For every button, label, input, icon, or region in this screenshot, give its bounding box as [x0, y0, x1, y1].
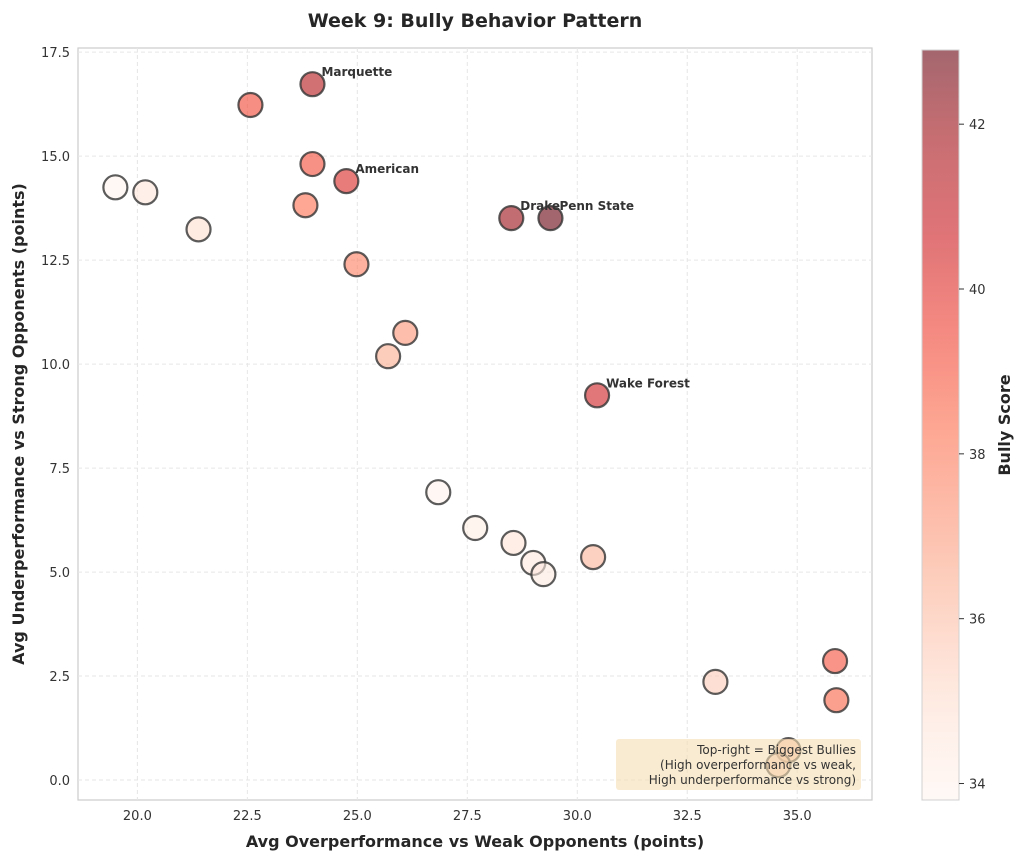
colorbar-tick-label: 38 — [969, 448, 986, 463]
data-point — [462, 514, 489, 542]
data-point — [333, 167, 360, 195]
point-labels: Marquette American Drake Penn State Wake For… — [321, 65, 690, 390]
y-tick-label: 7.5 — [49, 462, 70, 477]
x-tick-label: 20.0 — [123, 809, 152, 824]
y-tick-label: 10.0 — [41, 358, 70, 373]
data-point — [702, 668, 729, 695]
data-point — [185, 216, 212, 243]
data-point — [343, 251, 370, 278]
colorbar-tick-label: 42 — [969, 118, 986, 133]
plot-area: Marquette American Drake Penn State Wake For… — [77, 47, 873, 801]
colorbar-gradient — [921, 49, 960, 801]
x-tick-label: 27.5 — [453, 809, 482, 824]
data-point — [530, 561, 557, 588]
data-point — [583, 382, 611, 409]
data-point — [299, 71, 326, 98]
x-tick-label: 22.5 — [233, 809, 262, 824]
point-label: Wake Forest — [606, 376, 690, 390]
y-axis-label: Avg Underperformance vs Strong Opponents… — [9, 183, 28, 665]
data-point — [821, 647, 849, 675]
data-point — [537, 205, 564, 232]
annotation-line: Top-right = Biggest Bullies — [696, 743, 856, 757]
x-axis-ticks: 20.0 22.5 25.0 27.5 30.0 32.5 35.0 — [123, 809, 812, 824]
data-point — [500, 529, 527, 557]
data-point — [580, 543, 607, 571]
data-point — [425, 479, 452, 506]
colorbar-label: Bully Score — [995, 374, 1014, 475]
annotation-background — [616, 739, 861, 790]
colorbar-ticks: 34 36 38 40 42 — [959, 118, 986, 793]
x-axis-label: Avg Overperformance vs Weak Opponents (p… — [246, 832, 704, 851]
data-point — [498, 205, 525, 232]
data-point — [102, 174, 129, 201]
point-label: American — [355, 162, 419, 176]
colorbar-tick-label: 36 — [969, 613, 986, 628]
annotation-box: Top-right = Biggest Bullies(High overper… — [616, 739, 861, 790]
point-label: Drake — [520, 199, 560, 213]
y-tick-label: 2.5 — [49, 670, 70, 685]
point-label: Penn State — [559, 199, 634, 213]
colorbar-tick-label: 40 — [969, 283, 986, 298]
x-tick-label: 32.5 — [673, 809, 702, 824]
colorbar-tick-label: 34 — [969, 778, 986, 793]
y-axis-ticks: 0.0 2.5 5.0 7.5 10.0 12.5 15.0 17.5 — [41, 46, 70, 789]
x-tick-label: 35.0 — [783, 809, 812, 824]
annotation-line: (High overperformance vs weak, — [660, 758, 856, 772]
data-point — [299, 150, 326, 178]
data-point — [292, 192, 319, 219]
data-point — [823, 687, 850, 714]
y-tick-label: 0.0 — [49, 774, 70, 789]
chart-title: Week 9: Bully Behavior Pattern — [308, 10, 643, 32]
data-point — [132, 179, 159, 206]
y-tick-label: 15.0 — [41, 150, 70, 165]
point-label: Marquette — [321, 65, 392, 79]
annotation-line: High underperformance vs strong) — [649, 773, 856, 787]
plot-background — [77, 47, 873, 801]
y-tick-label: 17.5 — [41, 46, 70, 61]
data-point — [375, 343, 402, 370]
colorbar: 34 36 38 40 42 Bully Score — [921, 49, 1014, 801]
data-point — [237, 91, 264, 119]
y-tick-label: 12.5 — [41, 254, 70, 269]
data-point — [392, 319, 419, 347]
x-tick-label: 25.0 — [343, 809, 372, 824]
x-tick-label: 30.0 — [563, 809, 592, 824]
y-tick-label: 5.0 — [49, 566, 70, 581]
